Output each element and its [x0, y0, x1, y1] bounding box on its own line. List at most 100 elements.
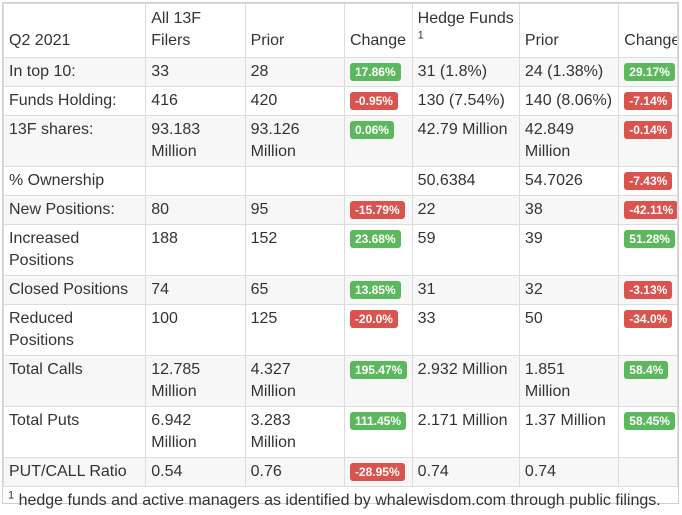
header-hedge-funds-footnote-mark: 1	[417, 29, 424, 42]
all-filers-change-cell: -0.95%	[343, 86, 413, 116]
all-filers-change-badge: -20.0%	[349, 310, 398, 328]
hedge-funds-prior-cell: 140 (8.06%)	[518, 86, 620, 116]
hedge-funds-change-badge: -0.14%	[624, 121, 673, 139]
hedge-funds-prior-cell: 38	[518, 195, 620, 225]
hedge-funds-value-cell: 0.74	[411, 457, 520, 487]
row-label-cell: Closed Positions	[2, 275, 147, 305]
all-filers-change-badge: 0.06%	[349, 121, 394, 139]
all-filers-change-badge: 111.45%	[349, 412, 406, 430]
table-row: Funds Holding: 416 420 -0.95% 130 (7.54%) 140…	[2, 86, 678, 116]
hedge-funds-change-badge: -3.13%	[624, 281, 673, 299]
all-filers-prior-cell: 4.327 Million	[244, 355, 345, 407]
row-label-cell: Total Calls	[2, 355, 147, 407]
all-filers-prior-cell: 93.126 Million	[244, 115, 345, 167]
all-filers-value-cell: 74	[145, 275, 246, 305]
table-row: 13F shares: 93.183 Million 93.126 Million 0…	[2, 115, 678, 167]
hedge-funds-prior-cell: 32	[518, 275, 620, 305]
all-filers-value-cell: 416	[145, 86, 246, 116]
all-filers-prior-cell: 420	[244, 86, 345, 116]
hedge-funds-change-cell: 58.4%	[618, 355, 678, 407]
all-filers-change-cell: 111.45%	[343, 406, 413, 458]
header-hf-change: Change	[618, 3, 678, 58]
table-row: In top 10: 33 28 17.86% 31 (1.8%) 24 (1.38%) 2…	[2, 57, 678, 87]
hedge-funds-change-badge: 58.45%	[624, 412, 675, 430]
all-filers-value-cell	[145, 166, 246, 196]
hedge-funds-prior-cell: 24 (1.38%)	[518, 57, 620, 87]
table-row: Total Calls 12.785 Million 4.327 Million 19…	[2, 355, 678, 407]
row-label-cell: Funds Holding:	[2, 86, 147, 116]
all-filers-change-cell: 13.85%	[343, 275, 413, 305]
hedge-funds-value-cell: 50.6384	[411, 166, 520, 196]
all-filers-prior-cell: 95	[244, 195, 345, 225]
all-filers-change-cell: -28.95%	[343, 457, 413, 487]
all-filers-change-cell: 0.06%	[343, 115, 413, 167]
hedge-funds-change-cell: -34.0%	[618, 304, 678, 356]
hedge-funds-change-badge: -42.11%	[624, 201, 677, 219]
hedge-funds-change-cell: -0.14%	[618, 115, 678, 167]
row-label-cell: Total Puts	[2, 406, 147, 458]
hedge-funds-change-badge: -34.0%	[624, 310, 673, 328]
all-filers-change-badge: -15.79%	[349, 201, 405, 219]
hedge-funds-value-cell: 59	[411, 224, 520, 276]
all-filers-change-badge: -28.95%	[349, 463, 405, 481]
hedge-funds-prior-cell: 42.849 Million	[518, 115, 620, 167]
all-filers-prior-cell: 0.76	[244, 457, 345, 487]
all-filers-change-badge: 195.47%	[349, 361, 408, 379]
row-label-cell: Increased Positions	[2, 224, 147, 276]
hedge-funds-change-cell: -3.13%	[618, 275, 678, 305]
hedge-funds-prior-cell: 39	[518, 224, 620, 276]
hedge-funds-change-badge: -7.14%	[624, 92, 673, 110]
hedge-funds-change-cell: -42.11%	[618, 195, 678, 225]
all-filers-change-badge: 13.85%	[349, 281, 401, 299]
hedge-funds-value-cell: 22	[411, 195, 520, 225]
table-body: In top 10: 33 28 17.86% 31 (1.8%) 24 (1.38%) 2…	[2, 57, 678, 487]
row-label-cell: Reduced Positions	[2, 304, 147, 356]
hedge-funds-prior-cell: 0.74	[518, 457, 620, 487]
all-filers-value-cell: 188	[145, 224, 246, 276]
table-row: PUT/CALL Ratio 0.54 0.76 -28.95% 0.74 0.74	[2, 457, 678, 487]
hedge-funds-prior-cell: 54.7026	[518, 166, 620, 196]
table-row: New Positions: 80 95 -15.79% 22 38 -42.11%	[2, 195, 678, 225]
all-filers-prior-cell: 28	[244, 57, 345, 87]
hedge-funds-change-cell: 51.28%	[618, 224, 678, 276]
all-filers-value-cell: 33	[145, 57, 246, 87]
all-filers-prior-cell: 3.283 Million	[244, 406, 345, 458]
hedge-funds-value-cell: 2.171 Million	[411, 406, 520, 458]
row-label-cell: In top 10:	[2, 57, 147, 87]
all-filers-value-cell: 93.183 Million	[145, 115, 246, 167]
row-label-cell: PUT/CALL Ratio	[2, 457, 147, 487]
hedge-funds-value-cell: 31	[411, 275, 520, 305]
holdings-summary-panel: Q2 2021 All 13F Filers Prior Change Hedg…	[2, 2, 679, 509]
header-row: Q2 2021 All 13F Filers Prior Change Hedg…	[2, 3, 678, 58]
table-row: Reduced Positions 100 125 -20.0% 33 50 -34.0%	[2, 304, 678, 356]
holdings-table: Q2 2021 All 13F Filers Prior Change Hedg…	[2, 3, 678, 487]
all-filers-value-cell: 12.785 Million	[145, 355, 246, 407]
all-filers-value-cell: 0.54	[145, 457, 246, 487]
hedge-funds-change-badge: -7.43%	[624, 172, 673, 190]
all-filers-change-cell: -20.0%	[343, 304, 413, 356]
hedge-funds-prior-cell: 50	[518, 304, 620, 356]
all-filers-change-cell: 17.86%	[343, 57, 413, 87]
all-filers-change-cell: 195.47%	[343, 355, 413, 407]
hedge-funds-change-badge: 58.4%	[624, 361, 669, 379]
hedge-funds-value-cell: 31 (1.8%)	[411, 57, 520, 87]
all-filers-change-cell	[343, 166, 413, 196]
all-filers-value-cell: 80	[145, 195, 246, 225]
header-change: Change	[343, 3, 413, 58]
hedge-funds-prior-cell: 1.37 Million	[518, 406, 620, 458]
table-row: Increased Positions 188 152 23.68% 59 39 51.28…	[2, 224, 678, 276]
hedge-funds-value-cell: 42.79 Million	[411, 115, 520, 167]
hedge-funds-change-cell: 58.45%	[618, 406, 678, 458]
footnote-mark: 1	[8, 489, 15, 502]
footnote-text: hedge funds and active managers as ident…	[14, 492, 661, 509]
table-row: Total Puts 6.942 Million 3.283 Million 111.…	[2, 406, 678, 458]
hedge-funds-prior-cell: 1.851 Million	[518, 355, 620, 407]
hedge-funds-change-cell: -7.14%	[618, 86, 678, 116]
hedge-funds-value-cell: 130 (7.54%)	[411, 86, 520, 116]
all-filers-change-badge: -0.95%	[349, 92, 398, 110]
all-filers-prior-cell: 152	[244, 224, 345, 276]
hedge-funds-change-badge: 29.17%	[624, 63, 675, 81]
hedge-funds-change-cell: 29.17%	[618, 57, 678, 87]
all-filers-value-cell: 100	[145, 304, 246, 356]
header-all-filers: All 13F Filers	[145, 3, 246, 58]
